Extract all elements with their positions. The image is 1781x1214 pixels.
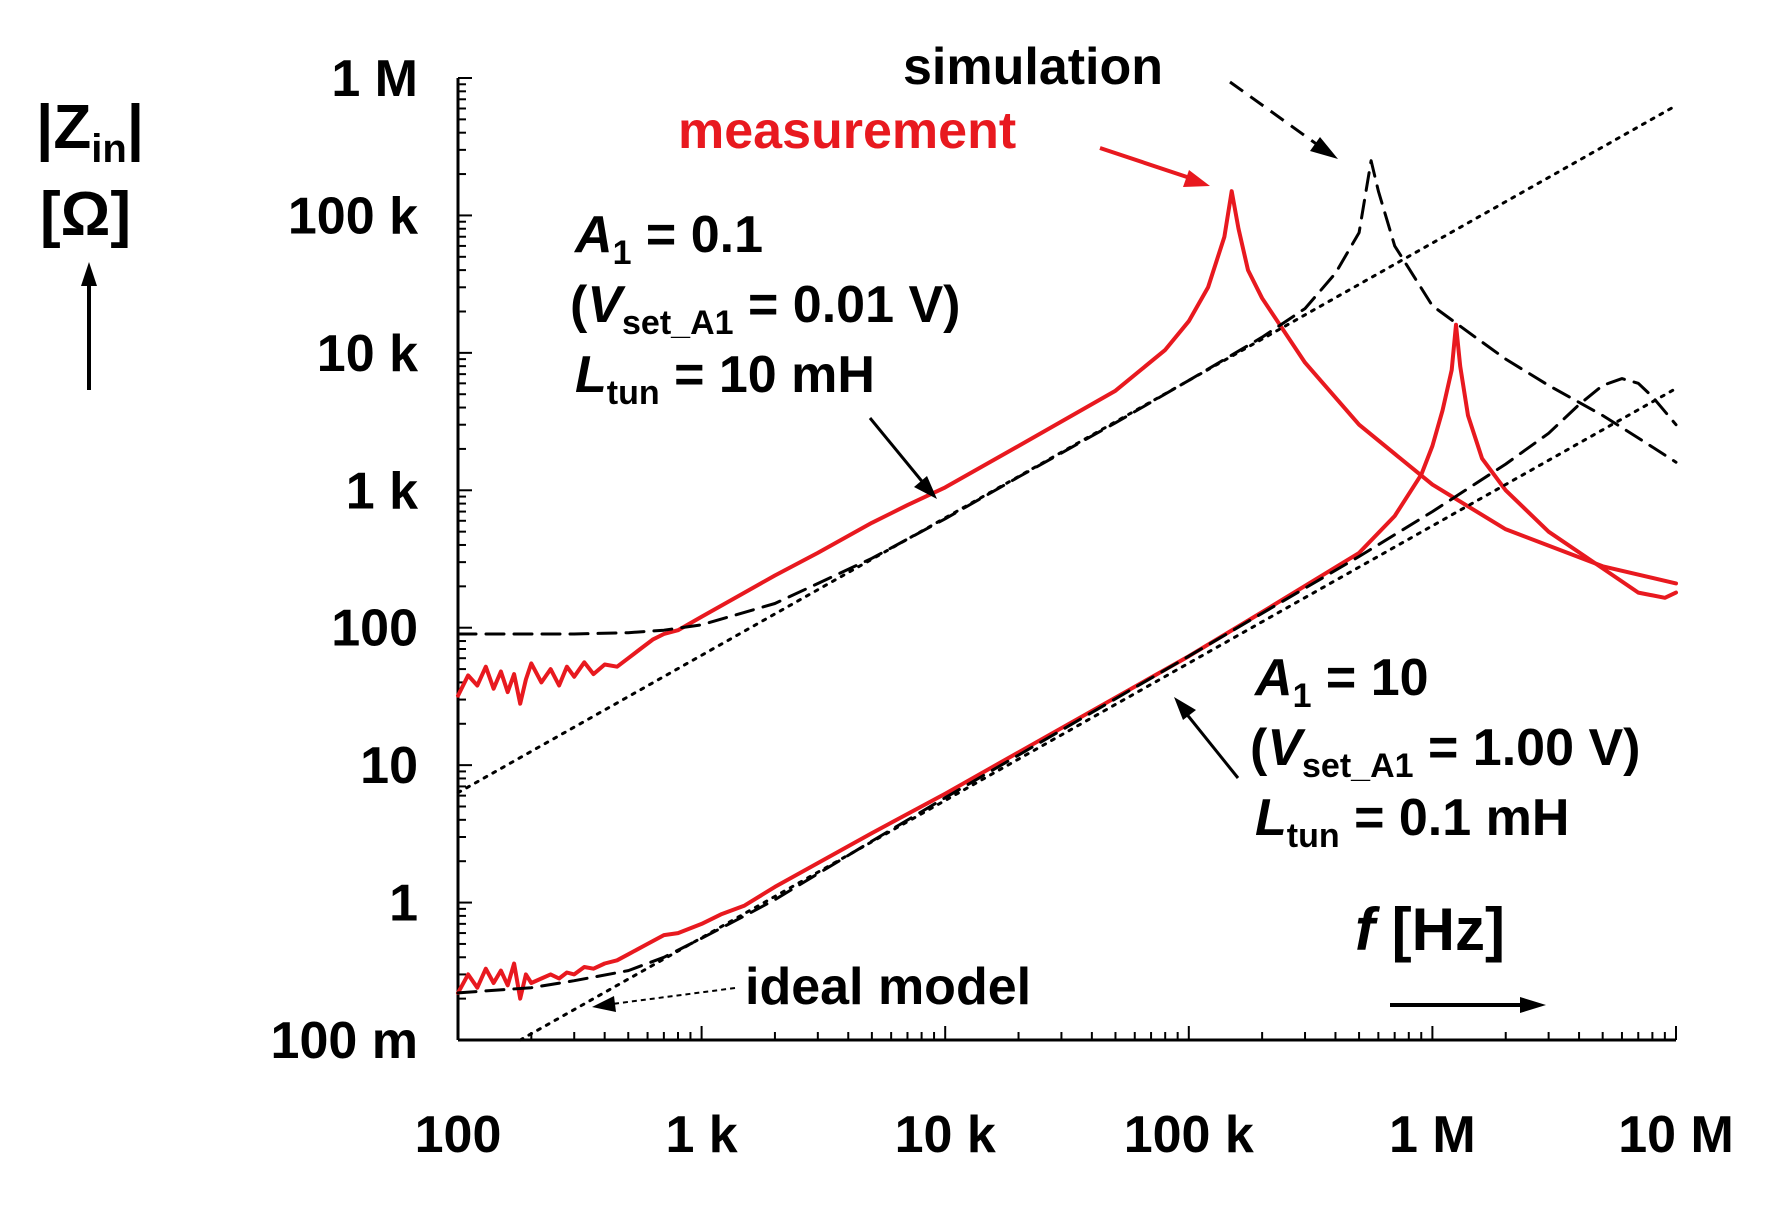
measurement-arrow-head bbox=[1183, 170, 1210, 187]
x-tick-label: 1 M bbox=[1389, 1106, 1476, 1164]
y-axis-unit: [Ω] bbox=[40, 180, 131, 249]
simulation-arrow bbox=[1229, 80, 1323, 150]
set2-arrow bbox=[1183, 711, 1240, 779]
y-axis-arrow-head bbox=[81, 262, 97, 286]
vset-label-2: (Vset_A1 = 1.00 V) bbox=[1250, 719, 1640, 785]
ltun-label-2: Ltun = 0.1 mH bbox=[1255, 789, 1569, 855]
x-axis-label: f [Hz] bbox=[1355, 896, 1505, 963]
set1-arrow-head bbox=[914, 476, 937, 499]
ltun-label: Ltun = 10 mH bbox=[575, 346, 875, 412]
y-tick-label: 10 bbox=[360, 737, 418, 795]
x-tick-label: 100 bbox=[415, 1106, 502, 1164]
measurement-label: measurement bbox=[678, 102, 1016, 160]
vset-label: (Vset_A1 = 0.01 V) bbox=[570, 276, 960, 342]
a1-label-2: A1 = 10 bbox=[1253, 649, 1429, 715]
y-tick-label: 100 bbox=[331, 600, 418, 658]
y-axis-title: |Zin| [Ω] bbox=[36, 93, 144, 390]
a1-label: A1 = 0.1 bbox=[573, 206, 763, 272]
series bbox=[456, 104, 1678, 1042]
x-tick-label: 100 k bbox=[1124, 1106, 1254, 1164]
y-axis-label: |Zin| bbox=[36, 93, 144, 171]
series-line-sim_A1_0.1 bbox=[456, 159, 1678, 636]
set1-arrow bbox=[868, 417, 927, 486]
simulation-arrow-head bbox=[1310, 137, 1338, 159]
series-line-meas_A1_10 bbox=[456, 322, 1678, 1001]
annotation-set-a1-10: A1 = 10 (Vset_A1 = 1.00 V) Ltun = 0.1 mH bbox=[1174, 649, 1640, 855]
series-line-ideal_A1_10 bbox=[518, 387, 1678, 1042]
ideal-model-arrow-head bbox=[592, 996, 616, 1012]
axes bbox=[456, 78, 1676, 1042]
x-tick-label: 10 k bbox=[895, 1106, 996, 1164]
series-line-sim_A1_10 bbox=[456, 377, 1678, 995]
measurement-arrow bbox=[1099, 146, 1191, 180]
y-tick-label: 1 M bbox=[331, 50, 418, 108]
annotation-set-a1-0.1: A1 = 0.1 (Vset_A1 = 0.01 V) Ltun = 10 mH bbox=[570, 206, 960, 499]
ideal-model-arrow bbox=[611, 987, 736, 1005]
x-tick-label: 10 M bbox=[1618, 1106, 1734, 1164]
series-line-meas_A1_0.1 bbox=[456, 189, 1678, 706]
y-tick-label: 100 k bbox=[288, 187, 418, 245]
series-line-ideal_A1_0.1 bbox=[456, 104, 1678, 795]
set2-arrow-head bbox=[1174, 697, 1196, 720]
ideal-model-label: ideal model bbox=[745, 958, 1031, 1016]
y-tick-label: 1 bbox=[389, 875, 418, 933]
y-tick-label: 100 m bbox=[271, 1012, 418, 1070]
x-tick-label: 1 k bbox=[665, 1106, 737, 1164]
x-axis-arrow-head bbox=[1520, 997, 1546, 1013]
x-axis-title: f [Hz] bbox=[1355, 896, 1546, 1013]
y-tick-label: 10 k bbox=[317, 325, 418, 383]
y-tick-label: 1 k bbox=[346, 462, 418, 520]
tick-labels: 100 1 k 10 k 100 k 1 M 10 M 100 m 1 10 100 1 k 10 k… bbox=[271, 50, 1734, 1164]
simulation-label: simulation bbox=[903, 38, 1163, 96]
